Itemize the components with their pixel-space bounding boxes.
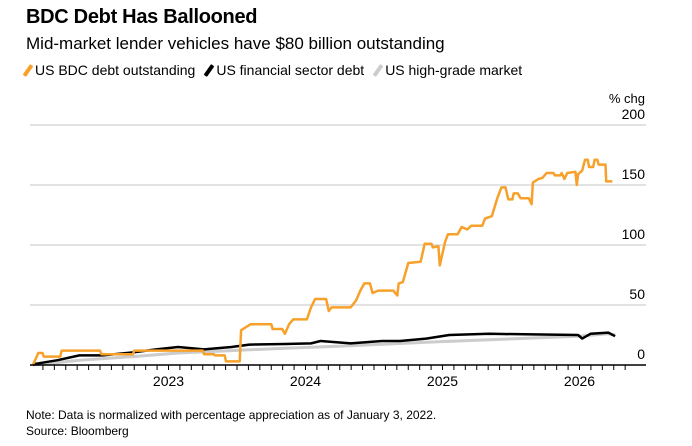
note-text: Note: Data is normalized with percentage… <box>26 408 437 422</box>
legend-label: US high-grade market <box>385 62 523 78</box>
series-line-0 <box>31 158 613 366</box>
y-tick-label: 50 <box>629 286 645 302</box>
source-text: Source: Bloomberg <box>26 424 129 438</box>
x-tick-label: 2026 <box>564 373 595 389</box>
y-axis-label: % chg <box>609 91 645 106</box>
x-tick-label: 2024 <box>290 373 321 389</box>
legend-label: US BDC debt outstanding <box>35 62 196 78</box>
legend-item-bdc: US BDC debt outstanding <box>22 62 196 78</box>
legend-item-financial: US financial sector debt <box>203 62 365 78</box>
y-tick-label: 150 <box>622 166 646 182</box>
series-line-2 <box>32 332 616 367</box>
legend-label: US financial sector debt <box>216 62 365 78</box>
chart-title: BDC Debt Has Ballooned <box>26 6 258 28</box>
y-tick-label: 0 <box>637 346 645 362</box>
x-tick-label: 2023 <box>153 373 184 389</box>
legend-item-high-grade: US high-grade market <box>372 62 523 78</box>
footnote: Note: Data is normalized with percentage… <box>26 407 436 439</box>
x-tick-label: 2025 <box>427 373 458 389</box>
y-tick-label: 200 <box>622 106 646 122</box>
y-tick-label: 100 <box>622 226 646 242</box>
chart-subtitle: Mid-market lender vehicles have $80 bill… <box>26 34 445 53</box>
legend: US BDC debt outstanding US financial sec… <box>22 62 523 78</box>
